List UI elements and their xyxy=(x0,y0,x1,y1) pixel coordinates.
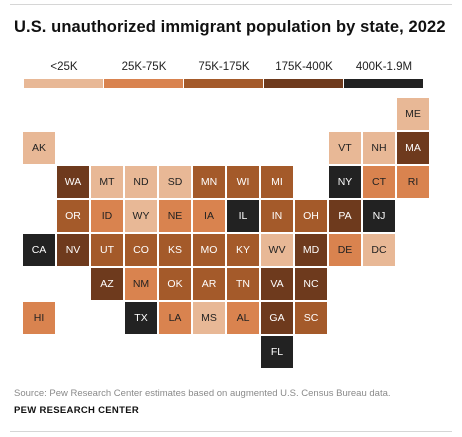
legend-label: 75K-175K xyxy=(198,61,250,73)
state-tile-ri: RI xyxy=(397,166,429,198)
state-tile-mt: MT xyxy=(91,166,123,198)
state-tile-nm: NM xyxy=(125,268,157,300)
state-tile-wy: WY xyxy=(125,200,157,232)
state-tile-ks: KS xyxy=(159,234,191,266)
state-tile-nc: NC xyxy=(295,268,327,300)
chart-title: U.S. unauthorized immigrant population b… xyxy=(14,18,446,36)
legend-label: <25K xyxy=(50,61,78,73)
state-tile-de: DE xyxy=(329,234,361,266)
legend-label: 25K-75K xyxy=(121,61,167,73)
state-tile-la: LA xyxy=(159,302,191,334)
state-tile-al: AL xyxy=(227,302,259,334)
state-tile-ar: AR xyxy=(193,268,225,300)
state-tile-hi: HI xyxy=(23,302,55,334)
state-tile-md: MD xyxy=(295,234,327,266)
state-tile-wi: WI xyxy=(227,166,259,198)
state-tile-fl: FL xyxy=(261,336,293,368)
state-tile-ne: NE xyxy=(159,200,191,232)
state-tile-mi: MI xyxy=(261,166,293,198)
state-tile-ia: IA xyxy=(193,200,225,232)
legend-label: 175K-400K xyxy=(275,61,333,73)
state-tile-oh: OH xyxy=(295,200,327,232)
state-tile-ut: UT xyxy=(91,234,123,266)
state-tile-co: CO xyxy=(125,234,157,266)
state-tile-ma: MA xyxy=(397,132,429,164)
state-tile-ct: CT xyxy=(363,166,395,198)
state-tile-mn: MN xyxy=(193,166,225,198)
state-tile-wv: WV xyxy=(261,234,293,266)
state-tile-nv: NV xyxy=(57,234,89,266)
state-tile-sd: SD xyxy=(159,166,191,198)
legend-swatch xyxy=(344,79,423,88)
state-tile-nh: NH xyxy=(363,132,395,164)
state-tile-or: OR xyxy=(57,200,89,232)
state-tile-vt: VT xyxy=(329,132,361,164)
state-tile-tx: TX xyxy=(125,302,157,334)
state-tile-ga: GA xyxy=(261,302,293,334)
state-tile-nj: NJ xyxy=(363,200,395,232)
state-tile-ok: OK xyxy=(159,268,191,300)
state-tile-ny: NY xyxy=(329,166,361,198)
legend-label: 400K-1.9M xyxy=(355,61,413,73)
state-tile-in: IN xyxy=(261,200,293,232)
state-tile-sc: SC xyxy=(295,302,327,334)
state-tile-pa: PA xyxy=(329,200,361,232)
state-tile-nd: ND xyxy=(125,166,157,198)
source-note: Source: Pew Research Center estimates ba… xyxy=(14,388,391,399)
state-tile-va: VA xyxy=(261,268,293,300)
credit-line: PEW RESEARCH CENTER xyxy=(14,405,139,416)
legend-swatch xyxy=(264,79,343,88)
state-tile-ms: MS xyxy=(193,302,225,334)
state-tile-tn: TN xyxy=(227,268,259,300)
state-tile-wa: WA xyxy=(57,166,89,198)
legend-swatch xyxy=(104,79,183,88)
legend-swatch xyxy=(184,79,263,88)
state-tile-me: ME xyxy=(397,98,429,130)
state-tile-dc: DC xyxy=(363,234,395,266)
state-tile-il: IL xyxy=(227,200,259,232)
legend-swatch xyxy=(24,79,103,88)
bottom-rule xyxy=(10,431,452,432)
state-tile-id: ID xyxy=(91,200,123,232)
state-tile-mo: MO xyxy=(193,234,225,266)
state-tile-ak: AK xyxy=(23,132,55,164)
state-tile-ky: KY xyxy=(227,234,259,266)
state-tile-az: AZ xyxy=(91,268,123,300)
top-rule xyxy=(10,4,452,5)
state-tile-ca: CA xyxy=(23,234,55,266)
